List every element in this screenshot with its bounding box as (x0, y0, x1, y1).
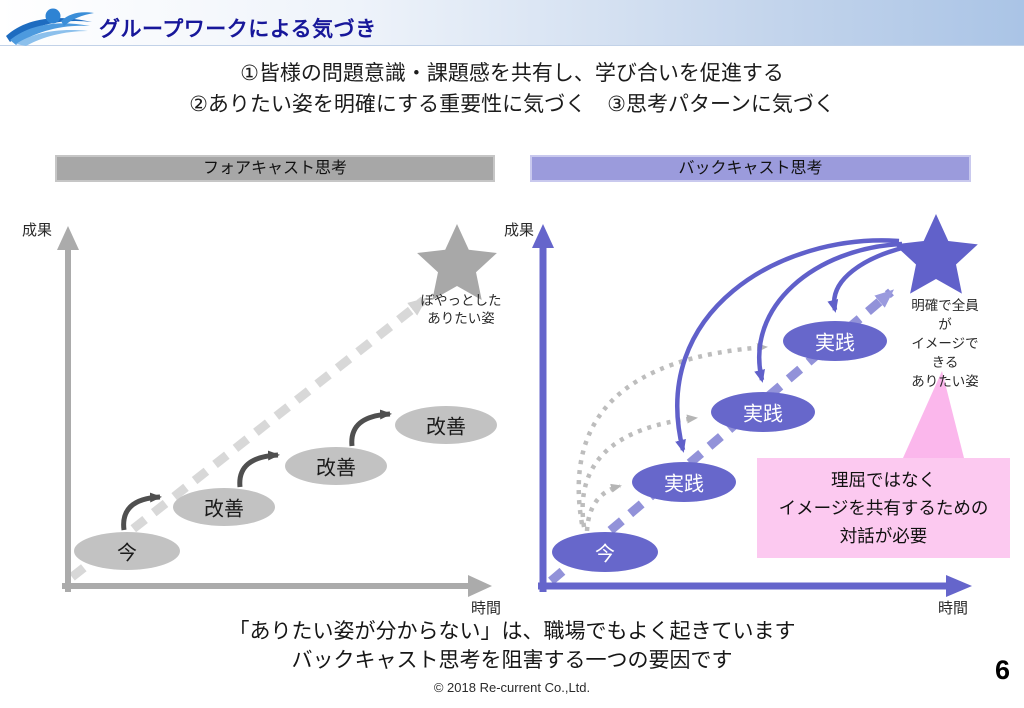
callout-box (757, 458, 1010, 558)
forecast-step-ellipse (173, 488, 275, 526)
bottom-message: 「ありたい姿が分からない」は、職場でもよく起きています バックキャスト思考を阻害… (0, 617, 1024, 675)
forecast-hop-arrow-icon (349, 409, 392, 447)
forecast-x-axis-arrow-icon (468, 575, 492, 597)
callout-text: 理屈ではなく イメージを共有するための 対話が必要 (778, 470, 989, 546)
backcast-step-ellipse (711, 392, 815, 432)
forecast-hop-arrow-icon (121, 492, 162, 531)
forecast-title-bar: フォアキャスト思考 (55, 155, 495, 182)
forecast-x-axis-label: 時間 (471, 600, 502, 617)
forecast-step-label: 改善 (316, 457, 356, 480)
backcast-y-axis-arrow-icon (532, 224, 554, 248)
forecast-goal-caption: ぼやっとした ありたい姿 (420, 293, 502, 326)
backcast-step-label: 実践 (664, 473, 704, 496)
forecast-step-label: 改善 (204, 498, 244, 521)
backcast-now-ellipse (552, 532, 658, 572)
backcast-arrow-icon (827, 244, 907, 313)
backcast-arrow-icon (675, 238, 900, 453)
page-title: グループワークによる気づき (99, 18, 377, 41)
forecast-now-label: 今 (117, 542, 137, 565)
backcast-step-label: 実践 (815, 332, 855, 355)
forecast-goal-star-icon (417, 224, 497, 300)
backcast-step-ellipse (783, 321, 887, 361)
forecast-hop-arrow-icon (237, 450, 280, 488)
forecast-now-ellipse (74, 532, 180, 570)
forecast-y-axis-arrow-icon (57, 226, 79, 250)
backcast-now-label: 今 (595, 543, 615, 566)
backcast-x-axis-arrow-icon (946, 575, 972, 597)
backcast-dotted-arc-icon (580, 414, 698, 528)
forecast-diagram (57, 224, 497, 597)
forecast-step-ellipse (285, 447, 387, 485)
backcast-goal-star-icon (894, 214, 978, 294)
forecast-dashed-line (69, 296, 428, 581)
backcast-diagram (532, 214, 1010, 597)
company-logo-icon (6, 8, 94, 46)
backcast-dotted-arc-icon (584, 483, 622, 532)
backcast-title-bar: バックキャスト思考 (530, 155, 971, 182)
subtitle-line-2: ②ありたい姿を明確にする重要性に気づく ③思考パターンに気づく (189, 93, 835, 116)
backcast-goal-caption: 明確で全員が イメージできる ありたい姿 (911, 298, 979, 389)
header-band (0, 0, 1024, 46)
backcast-arrow-icon (754, 241, 903, 383)
backcast-dotted-arc-icon (576, 343, 768, 525)
forecast-y-axis-label: 成果 (22, 222, 53, 239)
forecast-step-ellipse (395, 406, 497, 444)
backcast-step-ellipse (632, 462, 736, 502)
backcast-y-axis-label: 成果 (504, 222, 535, 239)
forecast-step-label: 改善 (426, 416, 466, 439)
subtitle: ①皆様の問題意識・課題感を共有し、学び合いを促進する ②ありたい姿を明確にする重… (0, 58, 1024, 120)
bottom-message-line-1: 「ありたい姿が分からない」は、職場でもよく起きています (228, 620, 796, 643)
subtitle-line-1: ①皆様の問題意識・課題感を共有し、学び合いを促進する (240, 62, 784, 85)
backcast-x-axis-label: 時間 (938, 600, 969, 617)
bottom-message-line-2: バックキャスト思考を阻害する一つの要因です (291, 649, 733, 672)
page-number: 6 (994, 655, 1010, 685)
callout-pointer (903, 371, 964, 458)
backcast-step-label: 実践 (743, 403, 783, 426)
copyright: © 2018 Re-current Co.,Ltd. (433, 680, 591, 695)
